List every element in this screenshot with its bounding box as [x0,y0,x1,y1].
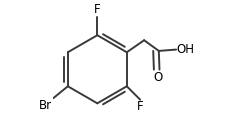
Text: F: F [94,3,101,16]
Text: Br: Br [39,99,53,112]
Text: F: F [137,100,144,113]
Text: OH: OH [177,43,195,56]
Text: O: O [153,71,162,84]
